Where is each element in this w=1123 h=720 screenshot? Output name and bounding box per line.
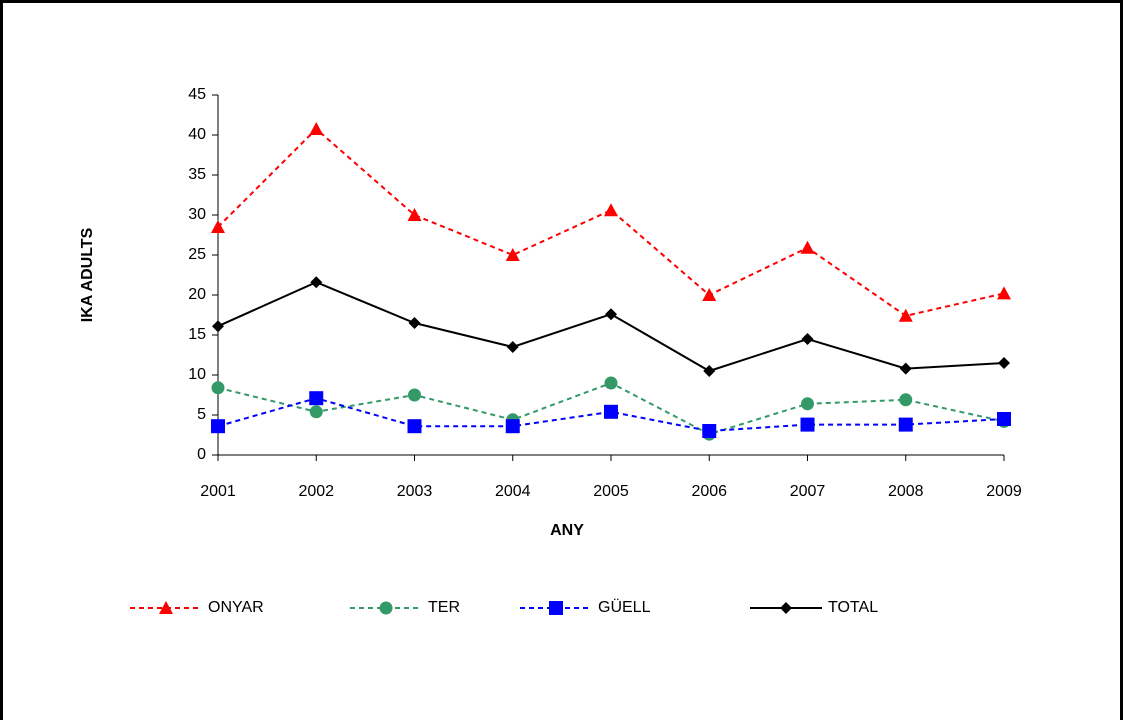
y-tick-label: 15	[188, 326, 206, 343]
marker	[505, 248, 520, 261]
marker	[898, 417, 913, 432]
marker	[408, 317, 421, 329]
marker	[899, 393, 913, 407]
marker	[379, 601, 393, 615]
y-axis-title: IKA ADULTS	[79, 227, 96, 322]
legend-label: TER	[428, 599, 460, 616]
marker	[506, 341, 519, 353]
marker	[211, 381, 225, 395]
marker	[309, 391, 324, 406]
marker	[159, 601, 173, 614]
x-tick-label: 2006	[691, 483, 727, 500]
marker	[309, 122, 324, 135]
marker	[549, 601, 563, 615]
marker	[407, 208, 422, 221]
x-tick-label: 2002	[298, 483, 334, 500]
marker	[212, 320, 224, 333]
marker	[408, 388, 421, 402]
x-tick-label: 2005	[593, 483, 629, 500]
series-line	[217, 127, 1005, 317]
y-tick-label: 20	[188, 286, 206, 303]
marker	[211, 220, 225, 233]
marker	[702, 288, 717, 301]
series-line	[217, 281, 1005, 373]
y-tick-label: 45	[188, 86, 206, 103]
x-tick-label: 2004	[495, 483, 531, 500]
y-tick-label: 30	[188, 206, 206, 223]
marker	[309, 405, 323, 419]
x-tick-label: 2009	[986, 483, 1022, 500]
y-tick-label: 40	[188, 126, 206, 143]
marker	[898, 308, 913, 322]
marker	[780, 602, 792, 614]
x-tick-label: 2008	[888, 483, 924, 500]
y-tick-label: 5	[197, 406, 206, 423]
marker	[211, 419, 225, 434]
marker	[702, 424, 717, 438]
marker	[407, 419, 422, 434]
marker	[997, 286, 1011, 300]
marker	[604, 404, 618, 419]
marker	[505, 419, 520, 434]
marker	[310, 276, 323, 289]
marker	[800, 417, 815, 432]
marker	[801, 397, 814, 411]
x-axis-title: ANY	[550, 522, 584, 539]
series-line	[217, 397, 1005, 433]
x-tick-label: 2001	[200, 483, 236, 500]
marker	[604, 376, 618, 390]
marker	[605, 308, 617, 321]
marker	[604, 203, 618, 217]
x-tick-label: 2003	[397, 483, 433, 500]
legend-label: GÜELL	[598, 598, 651, 616]
y-tick-label: 25	[188, 246, 206, 263]
y-tick-label: 35	[188, 166, 206, 183]
y-tick-label: 10	[188, 366, 206, 383]
y-tick-label: 0	[197, 446, 206, 463]
marker	[800, 240, 815, 254]
marker	[997, 412, 1011, 426]
legend-label: TOTAL	[828, 599, 878, 616]
marker	[703, 365, 716, 377]
x-tick-label: 2007	[790, 483, 826, 500]
legend-label: ONYAR	[208, 599, 264, 616]
marker	[899, 362, 912, 375]
marker	[801, 333, 814, 345]
marker	[998, 357, 1010, 369]
